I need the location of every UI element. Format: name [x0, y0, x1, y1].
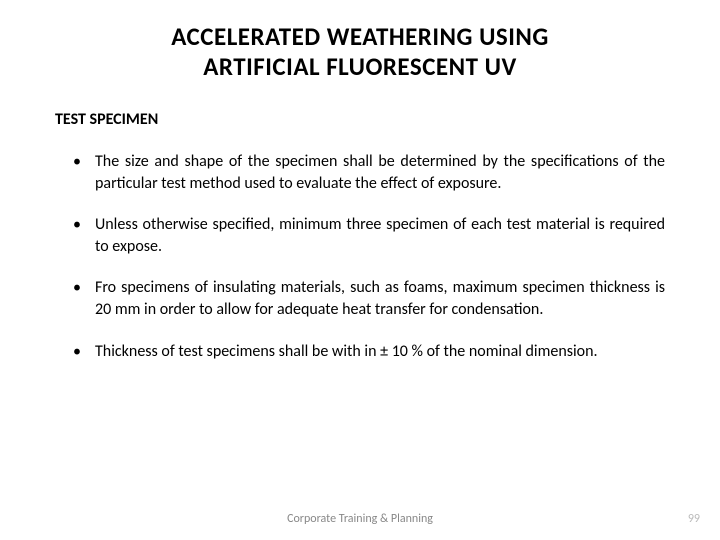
- bullet-item: Thickness of test specimens shall be wit…: [55, 341, 665, 363]
- title-line-1: ACCELERATED WEATHERING USING: [171, 21, 549, 52]
- bullet-item: The size and shape of the specimen shall…: [55, 151, 665, 194]
- slide-title: ACCELERATED WEATHERING USING ARTIFICIAL …: [55, 22, 665, 82]
- footer-center-text: Corporate Training & Planning: [0, 512, 720, 526]
- bullet-item: Fro specimens of insulating materials, s…: [55, 277, 665, 320]
- bullet-list: The size and shape of the specimen shall…: [55, 151, 665, 362]
- page-number: 99: [688, 512, 700, 526]
- section-subheading: TEST SPECIMEN: [55, 110, 665, 129]
- slide-container: ACCELERATED WEATHERING USING ARTIFICIAL …: [0, 0, 720, 540]
- title-line-2: ARTIFICIAL FLUORESCENT UV: [203, 51, 516, 82]
- bullet-item: Unless otherwise specified, minimum thre…: [55, 214, 665, 257]
